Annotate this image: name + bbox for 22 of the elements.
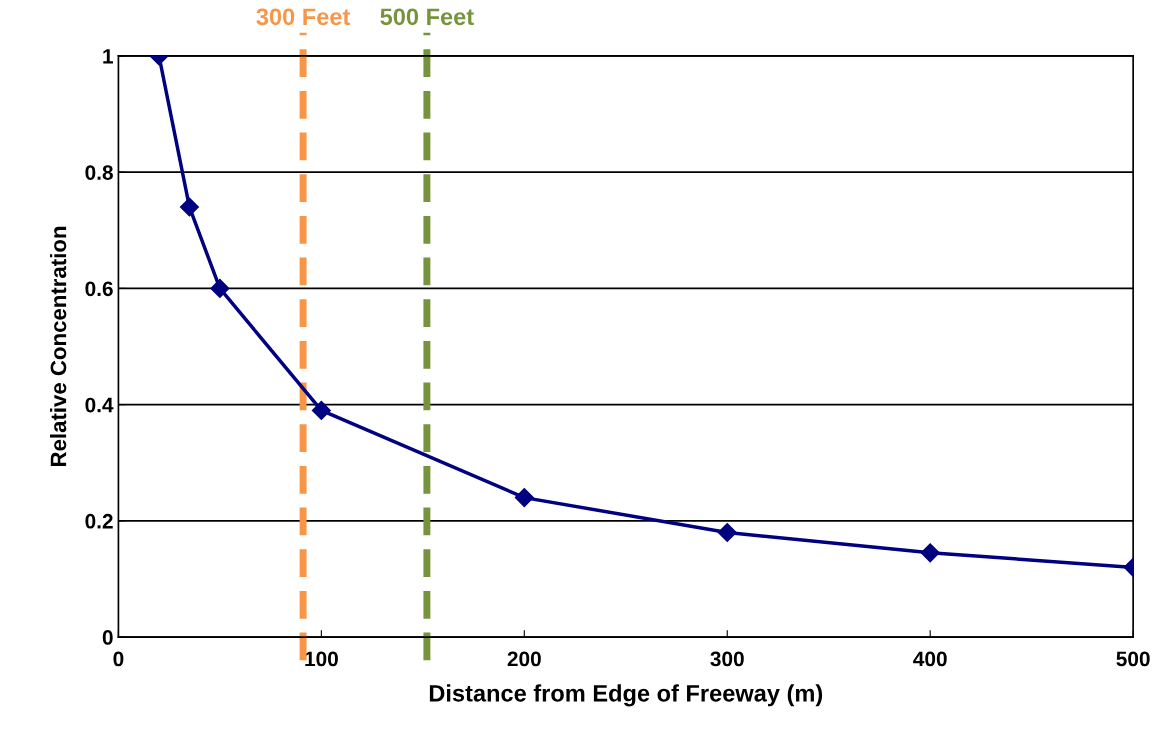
- point: [717, 522, 737, 543]
- x-tick-label: 200: [507, 651, 541, 667]
- y-tick-label: 0.6: [85, 281, 113, 297]
- point: [179, 197, 199, 217]
- point: [514, 488, 534, 508]
- y-tick-label: 0.8: [85, 165, 113, 180]
- point: [920, 543, 940, 563]
- x-tick-label: 400: [913, 651, 947, 667]
- y-tick-label: 0.2: [85, 513, 113, 529]
- x-tick-label: 300: [710, 651, 744, 667]
- ref-line-label: 300 Feet: [256, 8, 351, 26]
- y-axis-title: Relative Concentration: [50, 226, 67, 467]
- x-axis-title: Distance from Edge of Freeway (m): [429, 684, 823, 707]
- x-tick-label: 0: [113, 651, 124, 667]
- point: [311, 400, 331, 420]
- ref-line-label: 500 Feet: [380, 8, 474, 26]
- x-tick-label: 100: [305, 651, 338, 667]
- y-tick-label: 0.4: [85, 397, 114, 413]
- y-tick-label: 1: [103, 49, 113, 64]
- point: [210, 278, 230, 298]
- x-tick-label: 500: [1116, 651, 1150, 667]
- y-tick-label: 0: [102, 630, 113, 645]
